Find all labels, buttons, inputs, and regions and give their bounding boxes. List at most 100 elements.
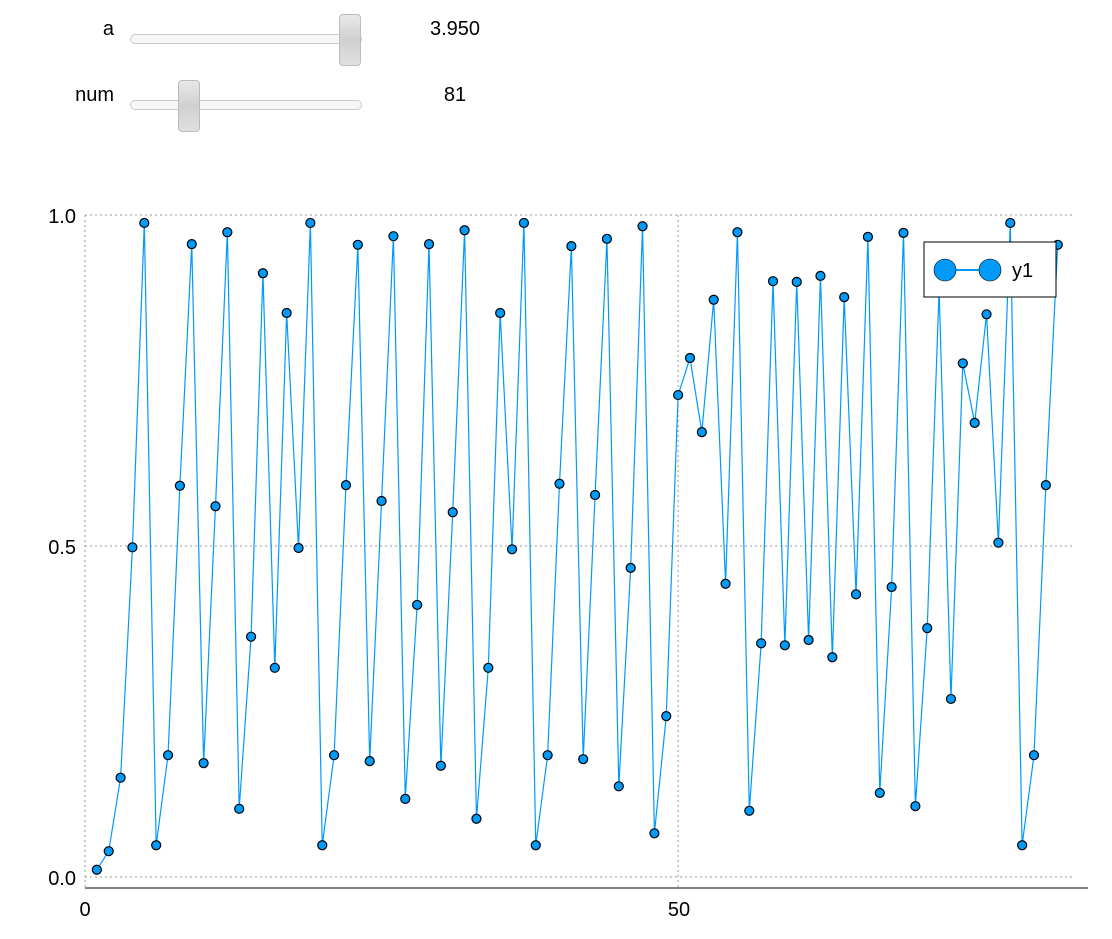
data-point: [317, 840, 328, 851]
data-point: [293, 542, 304, 554]
y-tick-label: 1.0: [48, 206, 76, 228]
data-point: [257, 268, 269, 279]
data-point: [862, 231, 874, 242]
data-point: [993, 537, 1004, 548]
data-point: [696, 427, 707, 438]
y-tick-label: 0.0: [48, 868, 76, 890]
data-point: [969, 417, 980, 428]
data-point: [162, 750, 174, 761]
slider-a-value: 3.950: [429, 18, 481, 40]
y-tick-label: 0.5: [48, 537, 76, 559]
slider-num-handle[interactable]: [177, 80, 200, 132]
data-point: [684, 352, 696, 364]
data-point: [127, 542, 138, 553]
data-point: [910, 801, 921, 812]
data-point: [744, 805, 755, 816]
data-point: [791, 276, 802, 287]
data-point: [957, 358, 968, 369]
data-point: [447, 507, 458, 518]
data-point: [981, 309, 992, 320]
data-point: [661, 711, 672, 722]
data-point: [625, 562, 636, 573]
data-point: [91, 864, 102, 875]
data-point: [364, 756, 375, 767]
data-point: [1017, 840, 1028, 851]
data-point: [554, 478, 565, 489]
data-point: [174, 480, 185, 491]
data-point: [352, 239, 363, 250]
data-point: [186, 239, 197, 250]
data-point: [483, 662, 494, 673]
data-point: [945, 693, 957, 705]
data-point: [234, 803, 245, 814]
data-point: [720, 578, 731, 589]
data-point: [578, 754, 589, 765]
data-point: [115, 772, 126, 783]
x-tick-label: 0: [79, 899, 90, 921]
legend: y1: [923, 241, 1057, 298]
data-point: [767, 276, 779, 287]
data-point: [601, 233, 613, 244]
slider-a-track[interactable]: [130, 34, 362, 44]
data-point: [589, 489, 601, 501]
data-point: [803, 634, 814, 646]
data-point: [850, 589, 862, 600]
x-tick-label: 50: [668, 899, 690, 921]
data-point: [269, 662, 280, 673]
data-point: [637, 221, 648, 232]
data-point: [886, 581, 897, 593]
data-point: [222, 227, 233, 238]
data-point: [649, 828, 660, 839]
data-point: [839, 291, 850, 303]
slider-a-row: a 3.950: [0, 14, 520, 66]
slider-num-label: num: [75, 84, 114, 106]
data-point: [103, 846, 114, 857]
data-point: [898, 227, 909, 238]
data-point: [542, 750, 553, 761]
data-point: [329, 750, 340, 761]
legend-label: y1: [1012, 260, 1033, 282]
data-point: [435, 760, 446, 771]
series-line-y1: [96, 222, 1059, 871]
data-point: [151, 840, 162, 851]
data-point: [210, 501, 221, 512]
data-point: [423, 239, 435, 250]
slider-a-label: a: [102, 18, 114, 40]
data-point: [139, 217, 150, 229]
data-point: [305, 217, 316, 229]
slider-a-handle[interactable]: [338, 14, 361, 66]
data-point: [1005, 217, 1016, 229]
data-point: [198, 758, 209, 769]
data-point: [245, 631, 257, 642]
data-point: [1028, 750, 1040, 761]
data-point: [530, 840, 541, 851]
slider-num-track[interactable]: [130, 100, 362, 110]
data-point: [613, 781, 624, 792]
data-point: [708, 294, 719, 305]
data-point: [471, 813, 482, 824]
slider-num-value: 81: [443, 84, 467, 106]
data-point: [1040, 479, 1051, 491]
data-point: [412, 599, 423, 611]
data-point: [779, 640, 790, 651]
data-point: [506, 544, 518, 555]
data-point: [874, 787, 885, 799]
data-point: [732, 227, 743, 238]
data-point: [922, 622, 933, 634]
slider-num-row: num 81: [0, 80, 520, 132]
data-point: [281, 307, 292, 319]
series-markers: [91, 217, 1063, 875]
data-point: [459, 225, 470, 236]
data-point: [827, 652, 838, 663]
data-point: [388, 231, 399, 242]
legend-marker-icon: [978, 258, 1002, 282]
data-point: [340, 479, 352, 491]
data-point: [673, 389, 684, 401]
data-point: [756, 638, 767, 649]
data-point: [495, 307, 506, 319]
data-point: [518, 217, 530, 229]
data-point: [566, 241, 577, 252]
data-point: [815, 270, 826, 282]
data-point: [400, 793, 411, 804]
